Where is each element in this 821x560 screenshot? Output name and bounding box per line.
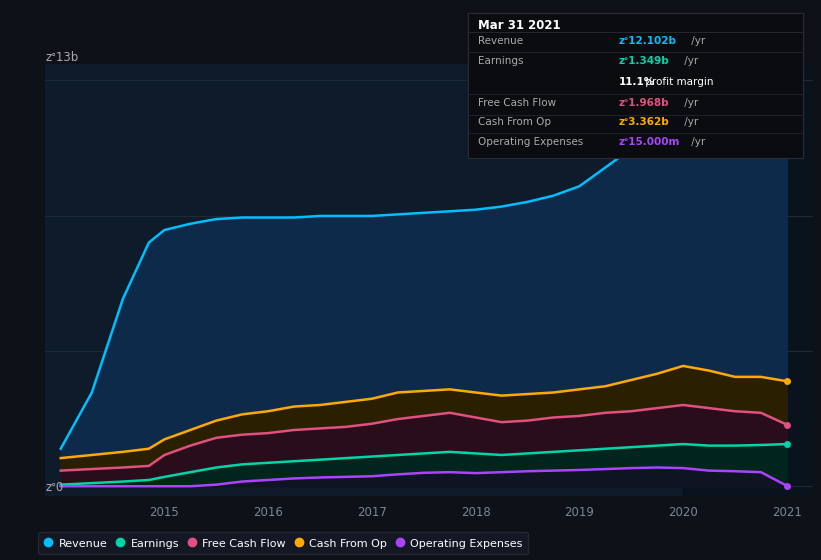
Text: zᐤ12.102b: zᐤ12.102b	[619, 35, 677, 45]
Text: Operating Expenses: Operating Expenses	[478, 137, 583, 147]
Legend: Revenue, Earnings, Free Cash Flow, Cash From Op, Operating Expenses: Revenue, Earnings, Free Cash Flow, Cash …	[39, 532, 529, 554]
Text: /yr: /yr	[681, 98, 699, 108]
Text: Earnings: Earnings	[478, 56, 524, 66]
Text: /yr: /yr	[681, 56, 699, 66]
Text: 11.1%: 11.1%	[619, 77, 655, 87]
Text: /yr: /yr	[689, 137, 706, 147]
Bar	[683, 64, 813, 496]
Text: zᐤ0: zᐤ0	[45, 481, 63, 494]
Text: zᐤ3.362b: zᐤ3.362b	[619, 118, 669, 128]
Text: Mar 31 2021: Mar 31 2021	[478, 19, 561, 32]
Text: Free Cash Flow: Free Cash Flow	[478, 98, 556, 108]
Text: profit margin: profit margin	[642, 77, 713, 87]
Text: zᐤ1.349b: zᐤ1.349b	[619, 56, 669, 66]
Text: zᐤ15.000m: zᐤ15.000m	[619, 137, 680, 147]
Text: /yr: /yr	[681, 118, 699, 128]
Text: zᐤ13b: zᐤ13b	[45, 52, 78, 64]
Text: /yr: /yr	[689, 35, 706, 45]
Text: Revenue: Revenue	[478, 35, 523, 45]
Text: zᐤ1.968b: zᐤ1.968b	[619, 98, 669, 108]
Text: Cash From Op: Cash From Op	[478, 118, 551, 128]
